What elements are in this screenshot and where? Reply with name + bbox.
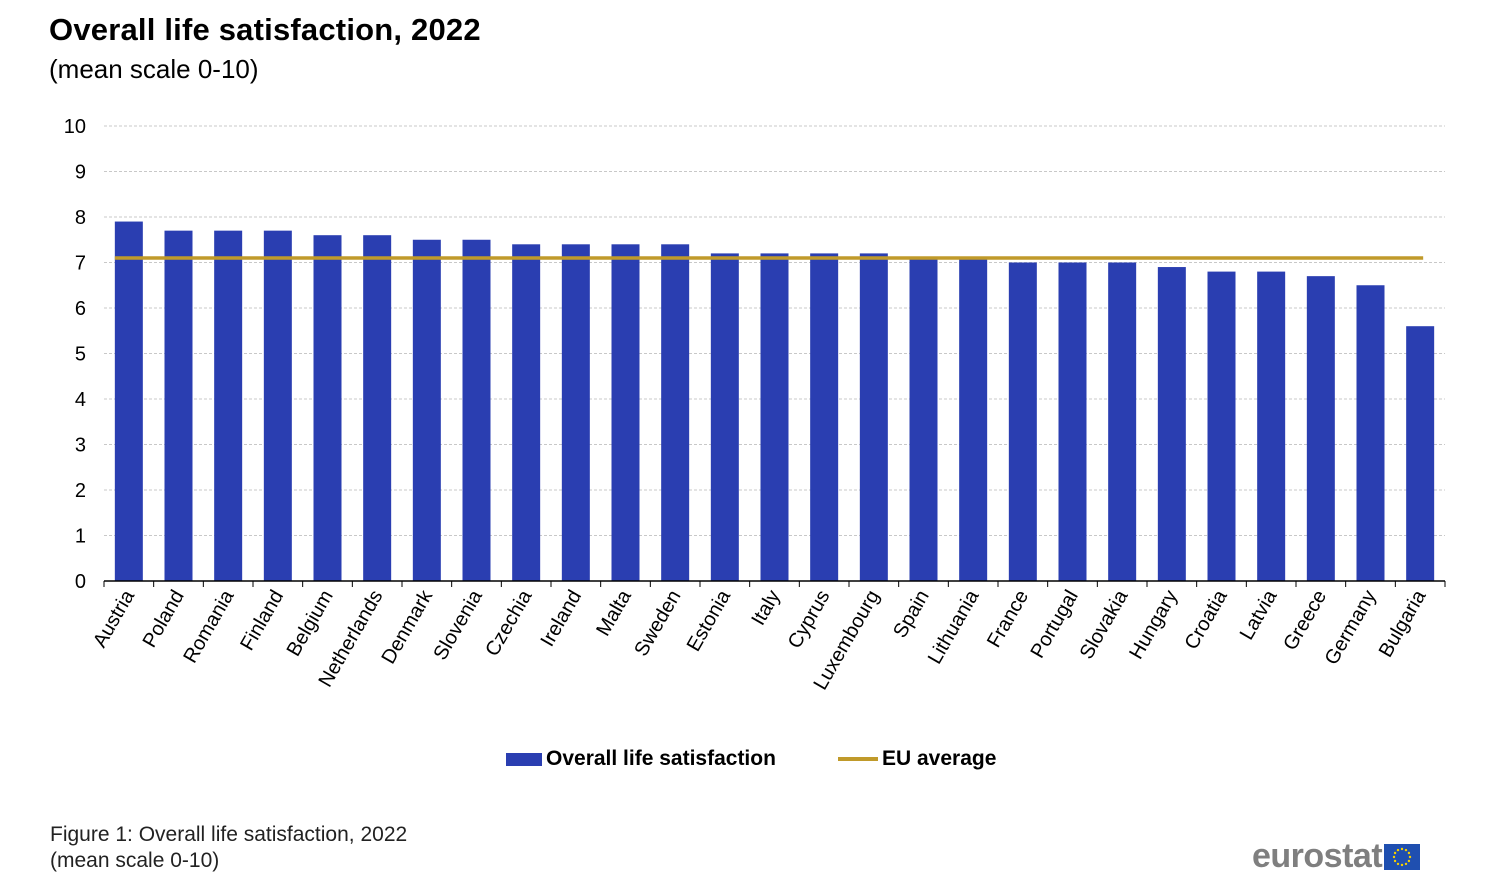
bar [1207, 271, 1236, 581]
y-tick-label: 5 [75, 344, 86, 366]
x-tick-label: Hungary [1125, 587, 1182, 663]
bar [561, 244, 590, 582]
x-tick-label: Slovenia [429, 586, 487, 664]
chart-subtitle: (mean scale 0-10) [49, 54, 259, 84]
x-tick-label: Malta [592, 586, 636, 640]
legend-item-line: EU average [838, 747, 996, 771]
bar [760, 253, 789, 581]
bar [1058, 262, 1087, 581]
bar [1306, 276, 1335, 581]
flag-star [1407, 859, 1411, 862]
legend-swatch-line [838, 757, 878, 761]
y-tick-label: 6 [75, 298, 86, 320]
bar [661, 244, 690, 582]
bar [1108, 262, 1137, 581]
bar [1008, 262, 1037, 581]
bar [412, 239, 441, 581]
bar [1157, 267, 1186, 581]
bar [611, 244, 640, 582]
y-tick-label: 7 [75, 253, 86, 275]
x-tick-label: Ireland [537, 587, 587, 651]
x-tick-label: Croatia [1181, 586, 1233, 654]
y-tick-label: 10 [64, 116, 86, 138]
y-tick-label: 2 [75, 480, 86, 502]
x-tick-label: Latvia [1236, 586, 1282, 644]
bar [462, 239, 491, 581]
flag-star [1404, 862, 1408, 865]
bar [1257, 271, 1286, 581]
bar [810, 253, 839, 581]
figure-caption-line2: (mean scale 0-10) [50, 849, 220, 872]
bar [263, 230, 292, 581]
legend-item-bars: Overall life satisfaction [506, 747, 776, 771]
y-tick-label: 3 [75, 435, 86, 457]
y-tick-label: 1 [75, 526, 86, 548]
x-tick-label: Sweden [630, 587, 685, 661]
x-tick-label: Spain [889, 587, 934, 642]
x-tick-label: Poland [139, 587, 189, 652]
bar [114, 221, 143, 582]
bar [1356, 285, 1385, 581]
bar [214, 230, 243, 581]
flag-star [1394, 859, 1397, 862]
bar [313, 235, 342, 581]
legend-label-bars: Overall life satisfaction [546, 747, 776, 770]
bar [710, 253, 739, 581]
y-tick-label: 0 [75, 571, 86, 593]
flag-star [1408, 855, 1412, 858]
bar [1406, 326, 1435, 581]
bar [959, 257, 988, 581]
y-tick-label: 8 [75, 207, 86, 229]
bar [164, 230, 193, 581]
flag-star [1394, 851, 1397, 854]
figure-caption: Figure 1: Overall life satisfaction, 202… [50, 822, 407, 874]
x-tick-label: Czechia [481, 586, 537, 660]
bar [909, 257, 938, 581]
chart-title: Overall life satisfaction, 2022 [49, 12, 481, 47]
bar [859, 253, 888, 581]
flag-star [1400, 863, 1404, 866]
y-tick-label: 4 [75, 389, 86, 411]
figure-caption-line1: Figure 1: Overall life satisfaction, 202… [50, 823, 408, 846]
bar [512, 244, 541, 582]
x-tick-label: Slovakia [1076, 586, 1133, 663]
x-tick-label: Cyprus [784, 587, 835, 653]
x-tick-label: France [983, 587, 1033, 652]
bar [363, 235, 392, 581]
x-tick-label: Italy [747, 587, 784, 630]
flag-star [1404, 848, 1408, 851]
flag-star [1407, 851, 1411, 854]
y-tick-label: 9 [75, 162, 86, 184]
legend-swatch-bar [506, 752, 542, 766]
flag-star [1396, 862, 1400, 865]
x-tick-label: Portugal [1027, 587, 1083, 663]
eurostat-logo-text: eurostat [1252, 837, 1383, 875]
x-tick-label: Austria [89, 586, 140, 652]
flag-star [1396, 848, 1400, 851]
x-tick-label: Bulgaria [1375, 586, 1431, 661]
x-tick-label: Belgium [283, 587, 338, 661]
x-tick-label: Estonia [683, 586, 736, 656]
x-tick-label: Finland [236, 587, 288, 655]
x-tick-label: Greece [1279, 587, 1331, 655]
eurostat-logo: eurostat [1252, 837, 1421, 876]
eu-flag-icon [1384, 843, 1421, 870]
flag-star [1400, 847, 1404, 850]
legend-label-line: EU average [882, 747, 997, 770]
flag-star [1392, 855, 1396, 858]
